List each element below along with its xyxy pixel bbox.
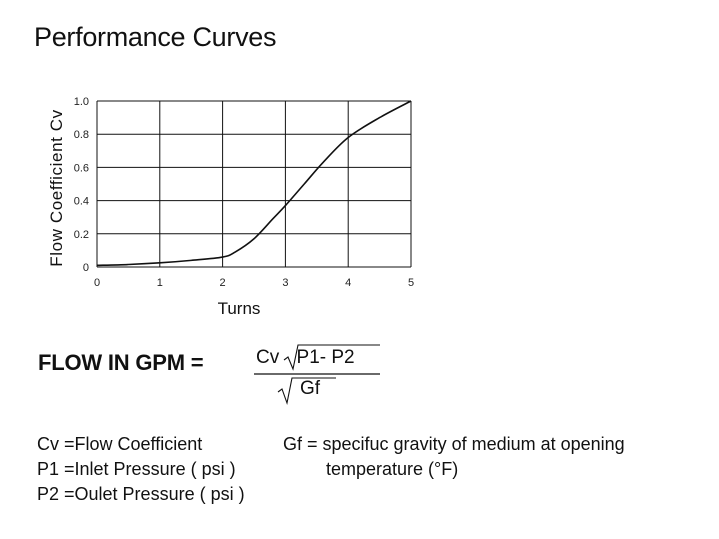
definition-cv: Cv =Flow Coefficient (37, 434, 203, 454)
formula-denominator: Gf (300, 378, 321, 399)
definition-gf: Gf = specifuc gravity of medium at openi… (283, 434, 625, 454)
definition-gf-cont: temperature (°F) (326, 459, 459, 479)
y-tick-label: 0.8 (74, 129, 89, 141)
x-tick-label: 5 (408, 277, 414, 289)
denominator-radical-sign (277, 377, 336, 406)
performance-chart: 0 1 2 3 4 5 0 0.2 0.4 0.6 0.8 1.0 Turns Flow Coeff… (47, 96, 414, 318)
y-tick-label: 0 (83, 262, 89, 274)
x-tick-label: 1 (157, 277, 163, 289)
formula-numerator-radicand: P1- P2 (296, 347, 355, 368)
definition-p1: P1 =Inlet Pressure ( psi ) (37, 459, 236, 479)
y-tick-label: 1.0 (74, 96, 89, 108)
formula-numerator: Cv P1- P2 (256, 347, 355, 369)
cv-curve (96, 100, 412, 267)
x-axis-label: Turns (218, 299, 261, 318)
formula-cv: Cv (256, 347, 280, 368)
page-title: Performance Curves (34, 22, 277, 52)
x-tick-label: 2 (220, 277, 226, 289)
x-tick-label: 0 (94, 277, 100, 289)
x-tick-labels: 0 1 2 3 4 5 (94, 277, 414, 289)
definitions-left: Cv =Flow Coefficient P1 =Inlet Pressure … (37, 432, 245, 507)
definition-p2: P2 =Oulet Pressure ( psi ) (37, 484, 245, 504)
formula-label: FLOW IN GPM = (38, 350, 204, 375)
x-tick-label: 4 (345, 277, 351, 289)
definitions-right: Gf = specifuc gravity of medium at openi… (283, 432, 625, 482)
y-tick-label: 0.4 (74, 196, 89, 208)
y-tick-labels: 0 0.2 0.4 0.6 0.8 1.0 (74, 96, 89, 274)
y-tick-label: 0.2 (74, 229, 89, 241)
y-tick-label: 0.6 (74, 162, 89, 174)
numerator-radical-sign (283, 344, 380, 371)
y-axis-label: Flow Coefficient Cv (47, 109, 66, 267)
x-tick-label: 3 (282, 277, 288, 289)
chart-grid (96, 100, 412, 268)
